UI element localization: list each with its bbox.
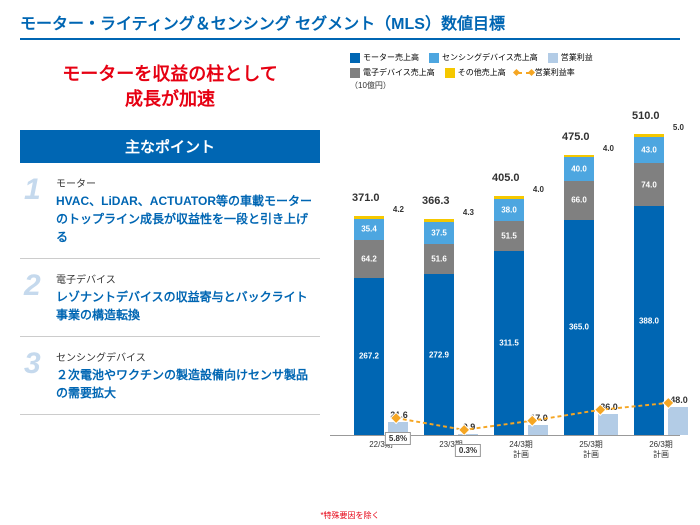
x-axis-label: 24/3期計画 [492, 440, 550, 459]
content: モーターを収益の柱として成長が加速 主なポイント 1 モーター HVAC、LiD… [0, 44, 700, 475]
footnote: *特殊要因を除く [0, 510, 700, 521]
legend-swatch [350, 68, 360, 78]
point-number: 2 [24, 271, 48, 301]
legend-item: センシングデバイス売上高 [429, 52, 538, 63]
points-list: 1 モーター HVAC、LiDAR、ACTUATOR等の車載モーターのトップライ… [20, 163, 320, 415]
page-header: モーター・ライティング＆センシング セグメント（MLS）数値目標 [0, 0, 700, 44]
chart: 267.264.235.44.2371.021.6272.951.637.54.… [330, 95, 680, 475]
legend-item: モーター売上高 [350, 52, 419, 63]
point-number: 1 [24, 175, 48, 205]
points-header: 主なポイント [20, 130, 320, 163]
x-axis: 22/3期23/3期24/3期計画25/3期計画26/3期計画 [330, 435, 680, 475]
legend-swatch [429, 53, 439, 63]
legend-swatch [548, 53, 558, 63]
rate-label: 5.8% [385, 432, 411, 445]
point-item: 3 センシングデバイス ２次電池やワクチンの製造設備向けセンサ製品の需要拡大 [20, 337, 320, 415]
legend-swatch [350, 53, 360, 63]
chart-legend: モーター売上高センシングデバイス売上高営業利益電子デバイス売上高その他売上高営業… [330, 52, 680, 78]
legend-item: 営業利益率 [516, 67, 575, 78]
point-item: 2 電子デバイス レゾナントデバイスの収益寄与とバックライト事業の構造転換 [20, 259, 320, 337]
legend-line-icon [516, 72, 532, 74]
x-axis-label: 26/3期計画 [632, 440, 690, 459]
headline: モーターを収益の柱として成長が加速 [20, 62, 320, 112]
right-panel: モーター売上高センシングデバイス売上高営業利益電子デバイス売上高その他売上高営業… [330, 52, 680, 475]
legend-item: その他売上高 [445, 67, 506, 78]
rate-label: 0.3% [455, 444, 481, 457]
rate-line [330, 105, 680, 435]
point-text: ２次電池やワクチンの製造設備向けセンサ製品の需要拡大 [56, 366, 316, 402]
chart-unit: （10億円） [330, 80, 680, 91]
point-item: 1 モーター HVAC、LiDAR、ACTUATOR等の車載モーターのトップライ… [20, 163, 320, 259]
point-text: レゾナントデバイスの収益寄与とバックライト事業の構造転換 [56, 288, 316, 324]
page-title: モーター・ライティング＆センシング セグメント（MLS）数値目標 [20, 10, 680, 40]
point-number: 3 [24, 349, 48, 379]
legend-item: 営業利益 [548, 52, 593, 63]
point-category: 電子デバイス [56, 271, 316, 286]
legend-swatch [445, 68, 455, 78]
point-category: センシングデバイス [56, 349, 316, 364]
legend-item: 電子デバイス売上高 [350, 67, 435, 78]
point-category: モーター [56, 175, 316, 190]
point-text: HVAC、LiDAR、ACTUATOR等の車載モーターのトップライン成長が収益性… [56, 192, 316, 246]
left-panel: モーターを収益の柱として成長が加速 主なポイント 1 モーター HVAC、LiD… [20, 52, 320, 475]
x-axis-label: 25/3期計画 [562, 440, 620, 459]
